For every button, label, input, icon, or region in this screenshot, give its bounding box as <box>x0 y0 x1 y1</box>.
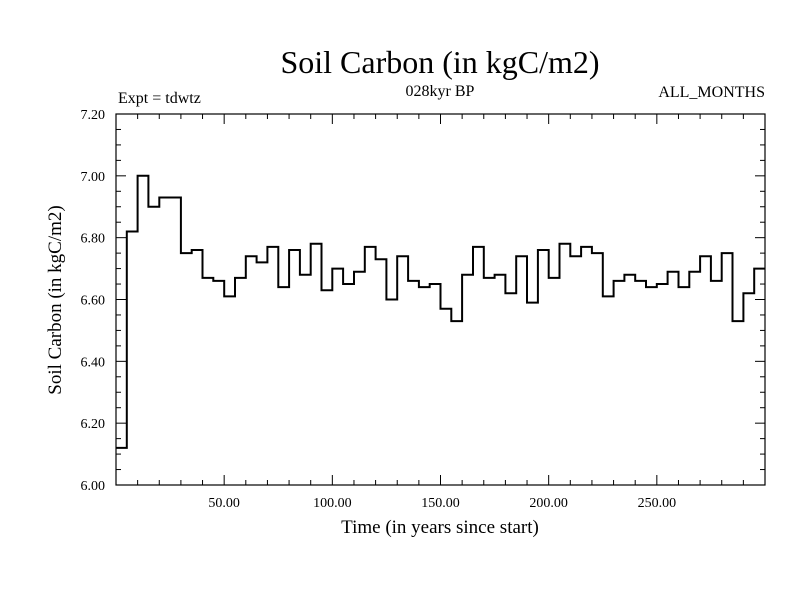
series-line-soil-carbon <box>116 174 765 449</box>
y-tick-label: 6.40 <box>81 355 106 370</box>
y-tick-label: 6.60 <box>81 294 106 309</box>
x-tick-label: 200.00 <box>529 496 568 511</box>
x-tick-label: 150.00 <box>421 496 460 511</box>
x-tick-label: 250.00 <box>638 496 677 511</box>
expt-label: Expt = tdwtz <box>118 90 201 107</box>
months-label: ALL_MONTHS <box>658 84 765 101</box>
y-tick-label: 6.00 <box>81 479 106 494</box>
y-axis-tick-labels: 6.00 6.20 6.40 6.60 6.80 7.00 7.20 <box>81 108 106 494</box>
x-tick-label: 100.00 <box>313 496 352 511</box>
y-tick-label: 6.20 <box>81 417 106 432</box>
x-axis-label: Time (in years since start) <box>341 517 539 538</box>
y-tick-label: 7.20 <box>81 108 106 123</box>
x-axis-tick-labels: 50.00 100.00 150.00 200.00 250.00 <box>208 496 676 511</box>
chart-subtitle: 028kyr BP <box>406 83 475 100</box>
chart-title: Soil Carbon (in kgC/m2) <box>280 44 599 80</box>
plot-frame <box>115 113 766 486</box>
y-tick-label: 7.00 <box>81 170 106 185</box>
x-axis-ticks <box>137 114 744 485</box>
y-tick-label: 6.80 <box>81 232 106 247</box>
x-tick-label: 50.00 <box>208 496 240 511</box>
y-axis-label: Soil Carbon (in kgC/m2) <box>45 205 66 394</box>
